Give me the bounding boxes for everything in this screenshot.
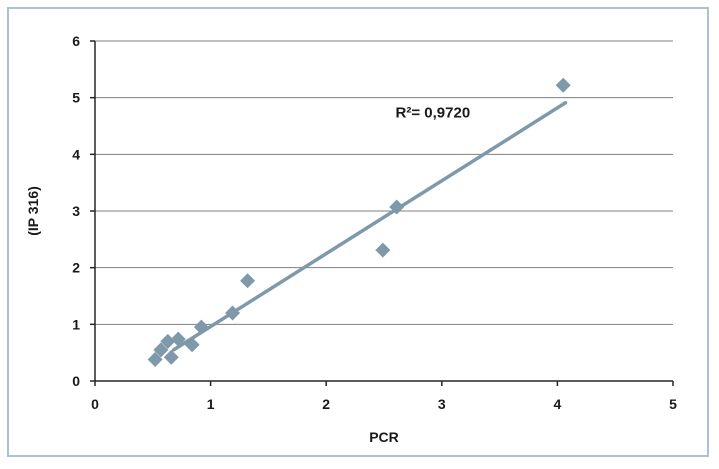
y-tick-label: 2 xyxy=(72,260,80,276)
data-point xyxy=(555,77,571,93)
x-tick-label: 4 xyxy=(554,396,562,412)
y-tick-label: 3 xyxy=(72,203,80,219)
x-tick-label: 3 xyxy=(438,396,446,412)
data-point xyxy=(160,333,176,349)
y-tick-label: 5 xyxy=(72,90,80,106)
data-point xyxy=(147,351,163,367)
x-tick-label: 0 xyxy=(91,396,99,412)
data-point xyxy=(153,342,169,358)
y-axis-title: (IP 316) xyxy=(25,186,41,236)
r-squared-annotation: R²= 0,9720 xyxy=(396,105,471,122)
data-point xyxy=(163,349,179,365)
data-point xyxy=(225,305,241,321)
data-point xyxy=(375,242,391,258)
y-tick-label: 6 xyxy=(72,33,80,49)
data-point xyxy=(389,199,405,215)
y-tick-label: 4 xyxy=(72,146,80,162)
x-tick-label: 1 xyxy=(207,396,215,412)
data-point xyxy=(184,337,200,353)
x-tick-label: 5 xyxy=(669,396,677,412)
trendline-layer xyxy=(171,101,568,352)
gridlines xyxy=(95,40,673,325)
y-tick-label: 0 xyxy=(72,373,80,389)
data-point xyxy=(240,273,256,289)
trendline xyxy=(171,101,568,352)
tick-labels: 0 1 2 3 4 5 6 0 1 2 3 4 5 xyxy=(72,33,677,412)
axes xyxy=(90,40,674,386)
x-axis-title: PCR xyxy=(369,429,399,445)
data-point xyxy=(193,319,209,335)
x-tick-label: 2 xyxy=(322,396,330,412)
y-tick-label: 1 xyxy=(72,316,80,332)
data-point-layer xyxy=(147,77,571,367)
data-point xyxy=(170,331,186,347)
